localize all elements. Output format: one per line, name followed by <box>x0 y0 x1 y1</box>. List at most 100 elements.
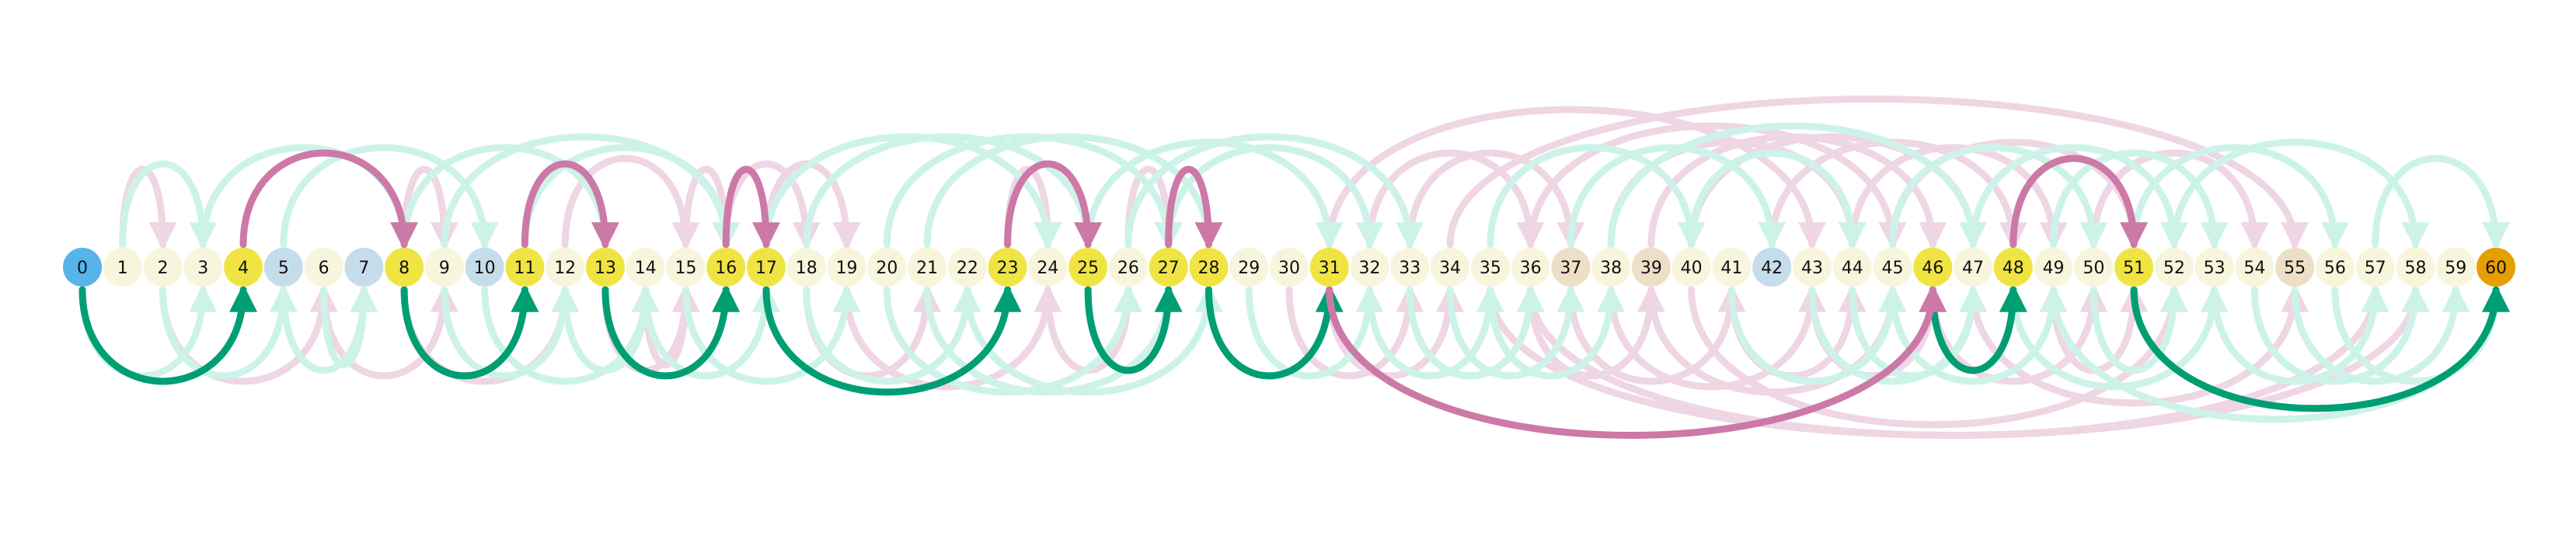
node-15: 15 <box>666 248 706 287</box>
node-57: 57 <box>2355 248 2395 287</box>
node-label: 27 <box>1158 259 1180 278</box>
node-circle <box>2194 248 2234 287</box>
node-label: 60 <box>2485 259 2507 278</box>
node-label: 30 <box>1278 259 1300 278</box>
faint-forward-edge <box>2250 283 2430 385</box>
node-label: 34 <box>1439 259 1461 278</box>
node-circle <box>947 248 987 287</box>
faint-back-edge <box>1406 149 1585 251</box>
node-label: 58 <box>2404 259 2426 278</box>
node-37: 37 <box>1551 248 1591 287</box>
node-25: 25 <box>1068 248 1108 287</box>
node-49: 49 <box>2034 248 2073 287</box>
path-back-edge <box>521 160 619 251</box>
node-circle <box>304 248 343 287</box>
node-48: 48 <box>1993 248 2033 287</box>
node-label: 51 <box>2123 259 2145 278</box>
faint-back-edge <box>1969 283 2309 407</box>
faint-forward-edge <box>642 283 781 380</box>
node-label: 42 <box>1761 259 1783 278</box>
faint-forward-edge <box>1487 283 1626 380</box>
faint-back-edge <box>1567 283 1746 385</box>
faint-forward-edge <box>400 144 619 251</box>
node-label: 25 <box>1077 259 1099 278</box>
faint-forward-edge <box>1406 283 1545 380</box>
node-label: 56 <box>2324 259 2346 278</box>
faint-forward-edge <box>923 133 1223 251</box>
node-label: 40 <box>1681 259 1703 278</box>
path-back-edge <box>1004 160 1103 251</box>
node-8: 8 <box>385 248 424 287</box>
node-22: 22 <box>947 248 987 287</box>
path-forward-edge <box>78 283 258 385</box>
faint-forward-edge <box>1084 138 1344 251</box>
node-label: 22 <box>957 259 978 278</box>
faint-forward-edge <box>119 160 218 251</box>
node-circle <box>143 248 183 287</box>
node-10: 10 <box>465 248 504 287</box>
node-label: 16 <box>715 259 737 278</box>
faint-forward-edge <box>1567 144 1786 251</box>
node-label: 3 <box>197 259 208 278</box>
node-circle <box>747 248 786 287</box>
node-53: 53 <box>2194 248 2234 287</box>
path-forward-edge <box>400 283 539 380</box>
path-back-edge <box>2010 155 2149 251</box>
node-circle <box>1511 248 1550 287</box>
node-label: 7 <box>358 259 369 278</box>
node-label: 44 <box>1842 259 1863 278</box>
faint-forward-edge <box>2050 149 2229 251</box>
node-46: 46 <box>1913 248 1953 287</box>
node-59: 59 <box>2436 248 2476 287</box>
faint-forward-edge <box>803 283 981 385</box>
faint-forward-edge <box>1607 122 1987 251</box>
node-2: 2 <box>143 248 183 287</box>
faint-forward-edge <box>1849 283 1987 380</box>
node-41: 41 <box>1712 248 1752 287</box>
node-32: 32 <box>1350 248 1389 287</box>
faint-forward-edge <box>1727 283 1907 385</box>
node-42: 42 <box>1752 248 1792 287</box>
node-label: 24 <box>1037 259 1058 278</box>
node-28: 28 <box>1189 248 1229 287</box>
node-circle <box>1631 248 1671 287</box>
faint-forward-edge <box>1124 133 1424 251</box>
node-circle <box>626 248 665 287</box>
node-circle <box>2074 248 2114 287</box>
faint-forward-edge <box>803 133 1103 251</box>
node-circle <box>1913 248 1953 287</box>
node-circle <box>908 248 947 287</box>
faint-forward-edge <box>159 283 298 380</box>
faint-forward-edge <box>2372 155 2510 251</box>
faint-back-edge <box>2090 149 2269 251</box>
faint-forward-edge <box>2291 283 2470 385</box>
faint-forward-edge <box>2170 138 2430 251</box>
faint-forward-edge <box>2130 144 2349 251</box>
node-label: 19 <box>836 259 858 278</box>
node-label: 2 <box>158 259 169 278</box>
node-label: 57 <box>2365 259 2386 278</box>
node-label: 23 <box>997 259 1019 278</box>
faint-forward-edge <box>320 283 378 369</box>
node-23: 23 <box>988 248 1027 287</box>
node-24: 24 <box>1028 248 1068 287</box>
node-label: 41 <box>1720 259 1742 278</box>
faint-back-edge <box>1326 106 1826 251</box>
node-circle <box>1270 248 1309 287</box>
faint-forward-edge <box>1245 283 1384 380</box>
faint-forward-edge <box>883 133 1183 251</box>
node-circle <box>2235 248 2274 287</box>
node-circle <box>2315 248 2355 287</box>
node-50: 50 <box>2074 248 2114 287</box>
node-circle <box>263 248 303 287</box>
node-label: 26 <box>1117 259 1139 278</box>
node-4: 4 <box>224 248 263 287</box>
node-circle <box>1712 248 1752 287</box>
node-16: 16 <box>706 248 746 287</box>
node-circle <box>1832 248 1872 287</box>
node-circle <box>505 248 545 287</box>
node-45: 45 <box>1873 248 1912 287</box>
node-label: 10 <box>474 259 496 278</box>
path-back-edge <box>722 165 781 251</box>
